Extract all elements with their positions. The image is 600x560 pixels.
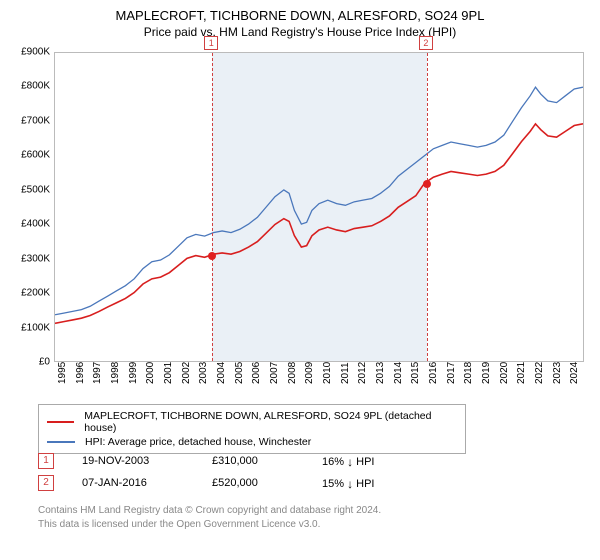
legend-label: HPI: Average price, detached house, Winc…: [85, 436, 311, 448]
marker-dot-1: [208, 252, 216, 260]
transaction-index-box: 1: [38, 453, 54, 469]
x-tick-label: 1999: [128, 362, 139, 384]
footer-line-1: Contains HM Land Registry data © Crown c…: [38, 504, 381, 518]
x-tick-label: 2000: [145, 362, 156, 384]
x-tick-label: 2008: [287, 362, 298, 384]
y-tick-label: £400K: [10, 219, 50, 230]
legend-item: HPI: Average price, detached house, Winc…: [47, 435, 457, 449]
x-tick-label: 2019: [481, 362, 492, 384]
transaction-date: 19-NOV-2003: [82, 455, 212, 467]
x-tick-label: 2002: [181, 362, 192, 384]
marker-dot-2: [423, 180, 431, 188]
marker-line-1: [212, 53, 213, 361]
transactions-table: 1 19-NOV-2003£310,00016% ↓ HPI 2 07-JAN-201…: [38, 450, 432, 494]
y-tick-label: £600K: [10, 150, 50, 161]
x-tick-label: 2017: [446, 362, 457, 384]
y-tick-label: £300K: [10, 253, 50, 264]
y-tick-label: £900K: [10, 47, 50, 58]
transaction-hpi: 15% ↓ HPI: [322, 476, 432, 490]
x-tick-label: 2021: [516, 362, 527, 384]
marker-line-2: [427, 53, 428, 361]
x-tick-label: 1995: [57, 362, 68, 384]
x-tick-label: 2012: [357, 362, 368, 384]
chart-subtitle: Price paid vs. HM Land Registry's House …: [0, 23, 600, 39]
y-tick-label: £500K: [10, 184, 50, 195]
x-tick-label: 2022: [534, 362, 545, 384]
y-tick-label: £0: [10, 357, 50, 368]
x-tick-label: 1997: [92, 362, 103, 384]
y-tick-label: £800K: [10, 81, 50, 92]
y-tick-label: £700K: [10, 115, 50, 126]
legend: MAPLECROFT, TICHBORNE DOWN, ALRESFORD, S…: [38, 404, 466, 454]
x-tick-label: 2010: [322, 362, 333, 384]
x-tick-label: 2004: [216, 362, 227, 384]
x-tick-label: 2003: [198, 362, 209, 384]
transaction-hpi: 16% ↓ HPI: [322, 454, 432, 468]
chart-title: MAPLECROFT, TICHBORNE DOWN, ALRESFORD, S…: [0, 0, 600, 23]
x-tick-label: 2011: [340, 362, 351, 384]
x-tick-label: 2024: [569, 362, 580, 384]
x-tick-label: 2023: [552, 362, 563, 384]
transaction-row: 1 19-NOV-2003£310,00016% ↓ HPI: [38, 450, 432, 472]
x-tick-label: 2013: [375, 362, 386, 384]
marker-label-1: 1: [204, 36, 218, 50]
x-tick-label: 2018: [463, 362, 474, 384]
footer-line-2: This data is licensed under the Open Gov…: [38, 518, 381, 532]
transaction-price: £310,000: [212, 455, 322, 467]
transaction-date: 07-JAN-2016: [82, 477, 212, 489]
legend-swatch: [47, 441, 75, 443]
transaction-row: 2 07-JAN-2016£520,00015% ↓ HPI: [38, 472, 432, 494]
transaction-index-box: 2: [38, 475, 54, 491]
plot-area: [54, 52, 584, 362]
x-tick-label: 2007: [269, 362, 280, 384]
marker-label-2: 2: [419, 36, 433, 50]
x-tick-label: 1996: [75, 362, 86, 384]
x-tick-label: 2001: [163, 362, 174, 384]
transaction-price: £520,000: [212, 477, 322, 489]
x-tick-label: 2009: [304, 362, 315, 384]
chart: £0 £100K £200K £300K £400K £500K £600K £700K £80…: [10, 46, 590, 390]
y-tick-label: £200K: [10, 288, 50, 299]
legend-swatch: [47, 421, 74, 423]
x-tick-label: 1998: [110, 362, 121, 384]
x-tick-label: 2006: [251, 362, 262, 384]
x-tick-label: 2020: [499, 362, 510, 384]
x-tick-label: 2016: [428, 362, 439, 384]
x-tick-label: 2014: [393, 362, 404, 384]
line-series: [55, 53, 583, 361]
legend-item: MAPLECROFT, TICHBORNE DOWN, ALRESFORD, S…: [47, 409, 457, 435]
series-hpi: [55, 87, 583, 315]
x-tick-label: 2005: [234, 362, 245, 384]
x-tick-label: 2015: [410, 362, 421, 384]
legend-label: MAPLECROFT, TICHBORNE DOWN, ALRESFORD, S…: [84, 410, 457, 434]
series-property: [55, 124, 583, 324]
footer: Contains HM Land Registry data © Crown c…: [38, 504, 381, 531]
y-tick-label: £100K: [10, 322, 50, 333]
